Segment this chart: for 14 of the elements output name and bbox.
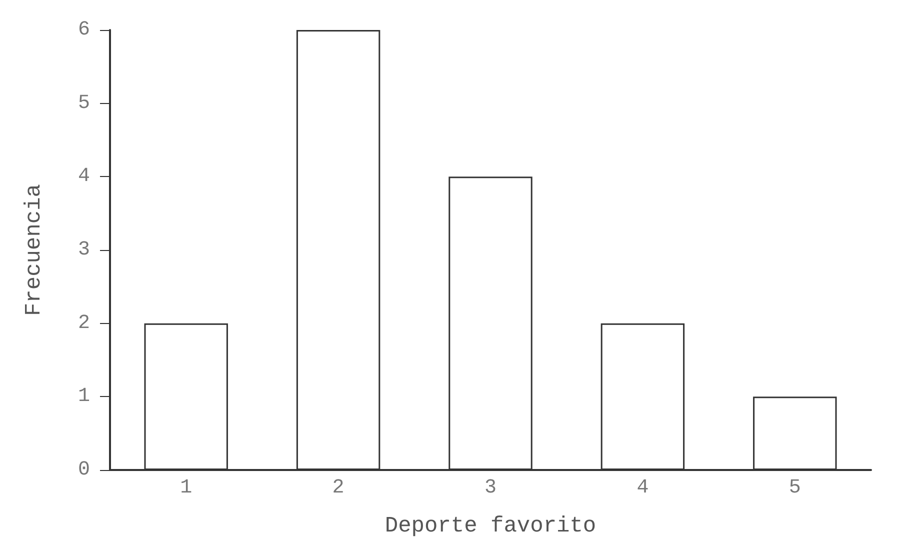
y-tick-label: 3 [78,238,90,262]
y-tick-label: 2 [78,312,90,335]
x-tick-label: 5 [788,476,801,500]
y-tick-label: 5 [78,92,90,115]
x-axis-title: Deporte favorito [384,514,596,538]
y-tick-label: 0 [78,458,90,482]
y-tick-label: 1 [78,385,90,408]
x-tick-label: 3 [484,476,497,500]
y-axis-title: Frecuencia [22,184,46,316]
x-tick-label: 2 [332,476,344,500]
y-tick-label: 4 [78,165,90,188]
x-tick-label: 1 [180,476,192,500]
y-tick-label: 6 [78,18,90,42]
x-tick-label: 4 [636,476,649,500]
